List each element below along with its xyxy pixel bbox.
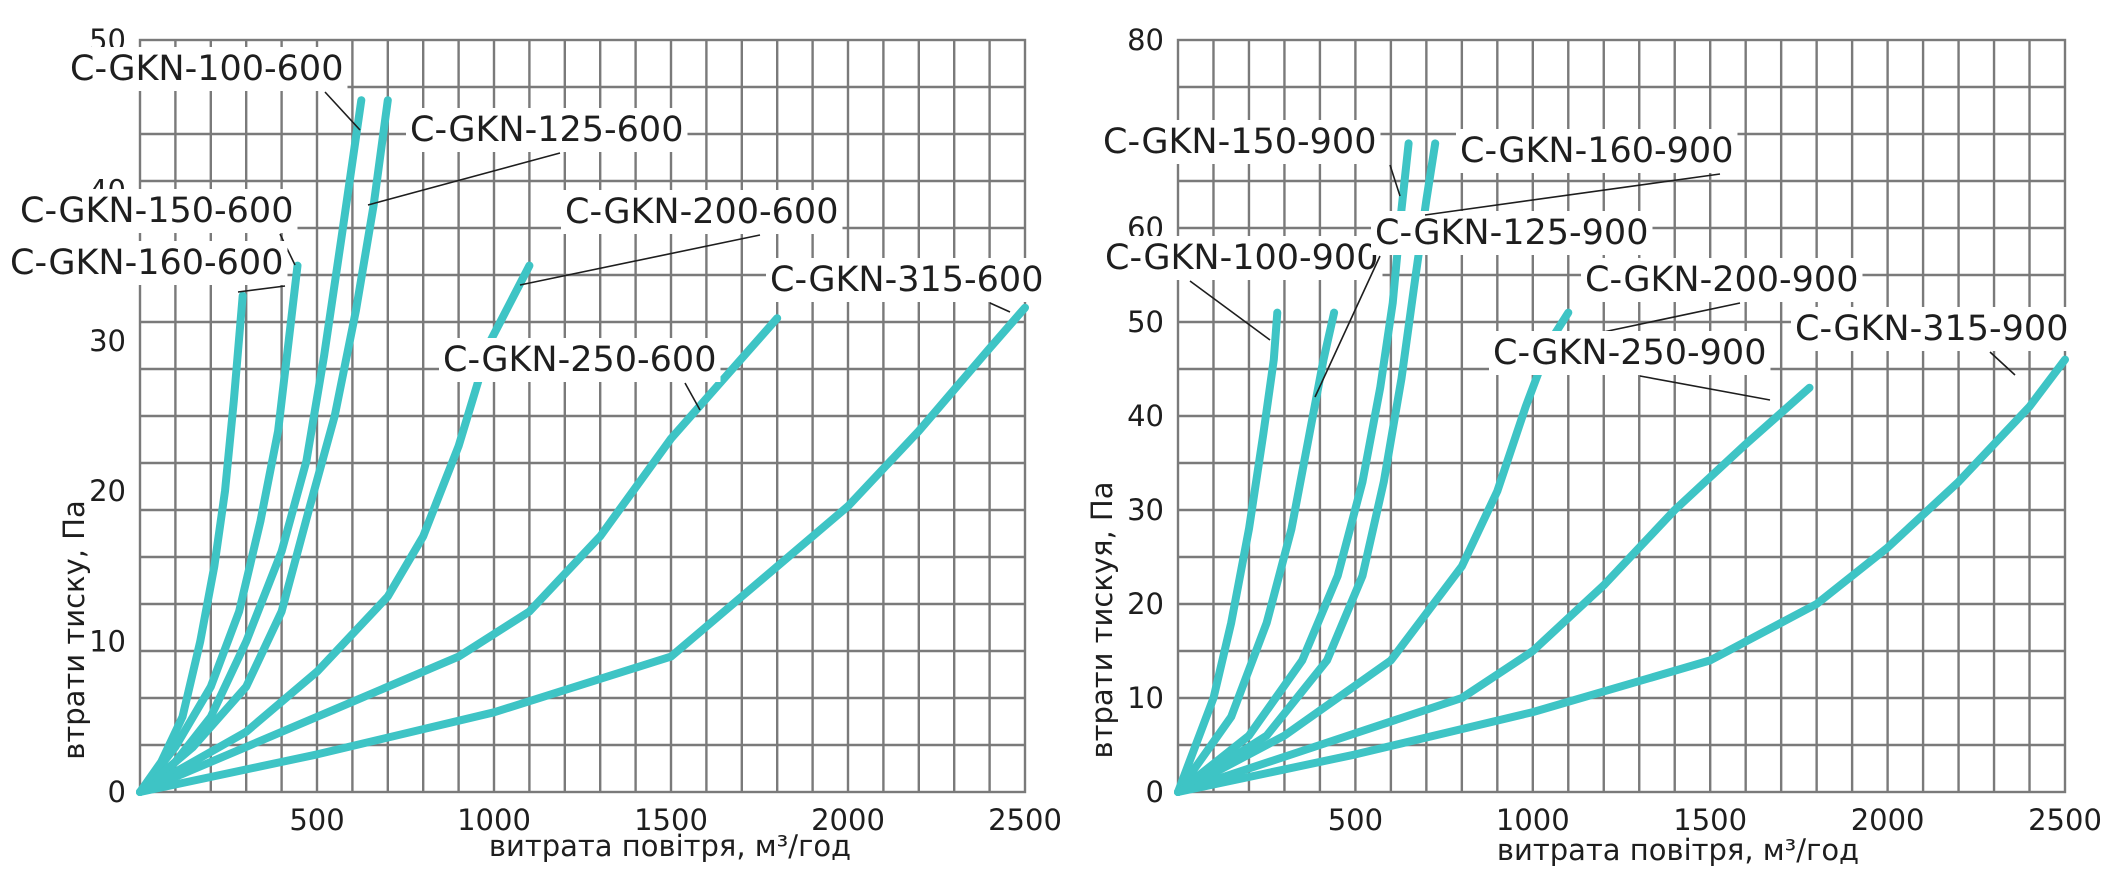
- y-tick-label: 0: [1146, 775, 1164, 809]
- leader-line: [279, 233, 296, 266]
- series-label-c-gkn-125-600: C-GKN-125-600: [367, 108, 688, 206]
- series-label-c-gkn-160-900: C-GKN-160-900: [1424, 129, 1738, 216]
- y-tick-label: 20: [1127, 587, 1164, 621]
- series-line-c-gkn-315-600: [136, 303, 1029, 796]
- leader-line: [1424, 173, 1721, 216]
- pressure-chart-600: 010203040505001000150020002500втрати тис…: [6, 23, 1060, 863]
- series-line-c-gkn-250-900: [1174, 383, 1814, 796]
- x-tick-label: 1000: [457, 803, 531, 837]
- leader-line: [367, 152, 561, 206]
- x-tick-label: 1000: [1496, 803, 1570, 837]
- series-label-c-gkn-150-900: C-GKN-150-900: [1099, 120, 1401, 197]
- series-label-text: C-GKN-250-900: [1493, 333, 1766, 373]
- y-tick-label: 50: [1127, 305, 1164, 339]
- plot-frame: [1176, 38, 2067, 794]
- series-label-text: C-GKN-150-600: [20, 191, 293, 231]
- leader-line: [324, 91, 361, 131]
- y-tick-label: 30: [1127, 493, 1164, 527]
- series-line-c-gkn-250-600: [136, 314, 782, 796]
- series-line-c-gkn-125-600: [136, 261, 302, 796]
- y-tick-label: 0: [108, 775, 126, 809]
- series-label-bg: [6, 241, 288, 285]
- series-label-c-gkn-125-900: C-GKN-125-900: [1314, 211, 1653, 398]
- series-label-text: C-GKN-315-600: [770, 260, 1043, 300]
- y-tick-label: 20: [89, 474, 126, 508]
- x-ticks: 500 1000 1500 2000 2500: [1328, 803, 2102, 837]
- series-label-c-gkn-250-600: C-GKN-250-600: [439, 338, 721, 411]
- x-axis-label: витрата повітря, м³/год: [1497, 833, 1859, 867]
- series-label-bg: [439, 338, 721, 382]
- x-tick-label: 2000: [811, 803, 885, 837]
- series-label-bg: [1489, 331, 1771, 375]
- series-label-text: C-GKN-100-900: [1105, 238, 1378, 278]
- y-axis-label: втрати тиску, Па: [57, 500, 91, 760]
- leader-line: [1639, 375, 1771, 401]
- series-label-c-gkn-315-900: C-GKN-315-900: [1791, 307, 2073, 376]
- leader-line: [1189, 280, 1271, 341]
- series-label-c-gkn-200-900: C-GKN-200-900: [1574, 258, 1863, 339]
- y-tick-label: 30: [89, 324, 126, 358]
- series-labels: C-GKN-100-600 C-GKN-125-600 C-GKN-150-600 C…: [6, 47, 1048, 411]
- plot-frame: [138, 38, 1027, 794]
- series-line-c-gkn-100-900: [1174, 308, 1282, 796]
- series-label-bg: [766, 258, 1048, 302]
- leader-line: [684, 382, 701, 411]
- series-label-text: C-GKN-125-600: [410, 110, 683, 150]
- y-axis-label: втрати тискуя, Па: [1085, 482, 1119, 759]
- series-label-bg: [1581, 258, 1863, 302]
- leader-line: [519, 234, 761, 286]
- y-tick-label: 80: [1127, 23, 1164, 57]
- series-label-text: C-GKN-100-600: [70, 49, 343, 89]
- leader-line: [1989, 351, 2016, 376]
- series-label-c-gkn-100-900: C-GKN-100-900: [1101, 236, 1383, 341]
- leader-line: [237, 285, 286, 293]
- grid: [138, 38, 1027, 794]
- leader-line: [1389, 164, 1401, 197]
- series-line-c-gkn-315-900: [1174, 355, 2069, 796]
- series-label-text: C-GKN-150-900: [1103, 122, 1376, 162]
- pressure-chart-900: 010203040506070805001000150020002500втра…: [1085, 23, 2102, 867]
- series-label-text: C-GKN-200-600: [565, 192, 838, 232]
- x-tick-label: 2000: [1851, 803, 1925, 837]
- leader-line: [989, 302, 1011, 313]
- series-label-bg: [16, 189, 298, 233]
- series-label-bg: [1099, 120, 1381, 164]
- y-tick-label: 10: [1127, 681, 1164, 715]
- x-ticks: 500 1000 1500 2000 2500: [289, 803, 1060, 837]
- series-label-bg: [1456, 129, 1738, 173]
- series-label-bg: [561, 190, 843, 234]
- y-tick-label: 40: [1127, 399, 1164, 433]
- series-label-text: C-GKN-160-600: [10, 243, 283, 283]
- series-label-text: C-GKN-250-600: [443, 340, 716, 380]
- leader-line: [1314, 255, 1381, 398]
- series-line-c-gkn-160-600: [136, 96, 392, 796]
- series-label-c-gkn-100-600: C-GKN-100-600: [66, 47, 361, 131]
- series-label-bg: [66, 47, 348, 91]
- y-tick-label: 10: [89, 625, 126, 659]
- series-label-c-gkn-315-600: C-GKN-315-600: [766, 258, 1048, 313]
- series-label-c-gkn-150-600: C-GKN-150-600: [16, 189, 298, 266]
- series-label-text: C-GKN-160-900: [1460, 131, 1733, 171]
- series-label-c-gkn-160-600: C-GKN-160-600: [6, 241, 288, 293]
- x-axis-label: витрата повітря, м³/год: [489, 829, 851, 863]
- series-label-bg: [406, 108, 688, 152]
- series-label-bg: [1101, 236, 1383, 280]
- series-label-text: C-GKN-125-900: [1375, 213, 1648, 253]
- series-label-bg: [1791, 307, 2073, 351]
- series-line-c-gkn-125-900: [1174, 308, 1339, 796]
- x-tick-label: 500: [289, 803, 344, 837]
- series-label-c-gkn-200-600: C-GKN-200-600: [519, 190, 843, 286]
- x-tick-label: 1500: [1673, 803, 1747, 837]
- x-tick-label: 2500: [2028, 803, 2102, 837]
- x-tick-label: 1500: [634, 803, 708, 837]
- x-tick-label: 500: [1328, 803, 1383, 837]
- series-label-text: C-GKN-315-900: [1795, 309, 2068, 349]
- x-tick-label: 2500: [988, 803, 1060, 837]
- series-label-bg: [1371, 211, 1653, 255]
- series-label-c-gkn-250-900: C-GKN-250-900: [1489, 331, 1771, 401]
- series-label-text: C-GKN-200-900: [1585, 260, 1858, 300]
